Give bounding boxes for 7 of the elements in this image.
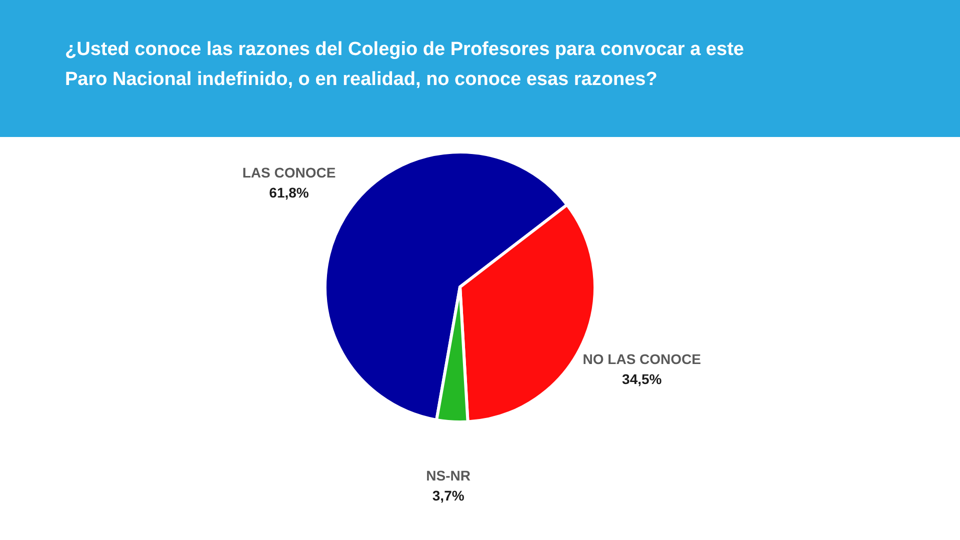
- slice-label: NO LAS CONOCE: [582, 351, 701, 368]
- data-label: 34,5%: [622, 371, 662, 388]
- slice-label: NS-NR: [426, 468, 471, 484]
- chart-title: ¿Usted conoce las razones del Colegio de Profesores para convocar a este Paro Nacional indefinido, o en realidad, no conoce esas razones?: [65, 39, 744, 90]
- data-label: 3,7%: [432, 488, 465, 504]
- slice-label: LAS CONOCE: [242, 164, 336, 180]
- data-label: 61,8%: [269, 184, 310, 200]
